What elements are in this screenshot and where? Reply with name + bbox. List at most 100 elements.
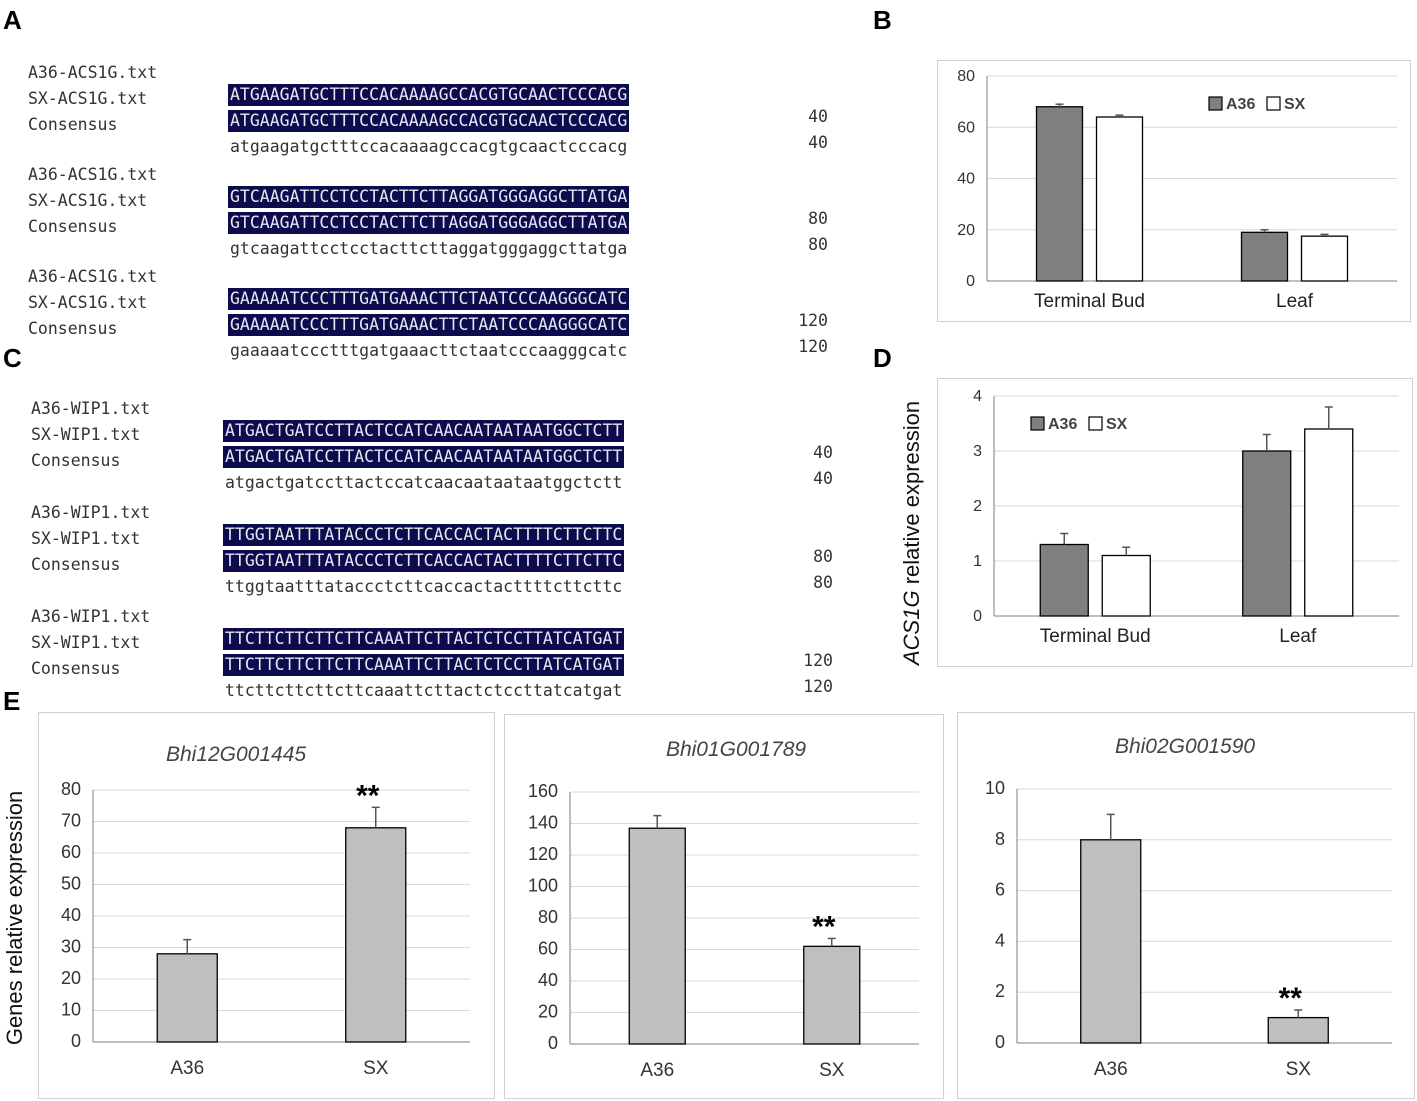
bar-sx bbox=[1095, 116, 1144, 282]
consensus-label: Consensus bbox=[28, 115, 118, 134]
y-tick-label: 120 bbox=[528, 844, 558, 864]
y-tick-label: 0 bbox=[966, 273, 975, 290]
sequence-name: SX-WIP1.txt bbox=[31, 633, 141, 652]
alignment-row: SX-ACS1G.txt ATGAAGATGCTTTCCACAAAAGCCACG… bbox=[28, 66, 828, 152]
y-tick-label: 30 bbox=[61, 937, 81, 957]
sequence: TTCTTCTTCTTCTTCAAATTCTTACTCTCCTTATCATGAT bbox=[223, 628, 625, 650]
sequence-position: 120 bbox=[803, 651, 833, 670]
sequence: ATGAAGATGCTTTCCACAAAAGCCACGTGCAACTCCCACG bbox=[228, 110, 630, 132]
sequence-position: 80 bbox=[813, 547, 833, 566]
y-tick-label: 4 bbox=[973, 388, 982, 405]
chart-title: Bhi02G001590 bbox=[1115, 735, 1255, 758]
alignment-row: A36-ACS1G.txt GAAAAATCCCTTTGATGAAACTTCTA… bbox=[28, 244, 828, 330]
y-tick-label: 4 bbox=[995, 930, 1005, 950]
chart-title: Bhi12G001445 bbox=[166, 743, 306, 766]
x-tick-label: SX bbox=[363, 1058, 389, 1079]
bar bbox=[628, 827, 686, 1045]
chart-panel-e2: Bhi01G001789 0 20 40 60 80 100 120 140 160 A36 ** SX bbox=[504, 714, 944, 1099]
panel-label-b: B bbox=[873, 5, 892, 35]
consensus-row: Consensus ttcttcttcttcttcaaattcttactctcc… bbox=[31, 636, 622, 700]
sequence-name: SX-WIP1.txt bbox=[31, 425, 141, 444]
legend-label: SX bbox=[1284, 96, 1306, 113]
consensus-label: Consensus bbox=[28, 217, 118, 236]
y-tick-label: 10 bbox=[985, 778, 1005, 798]
sequence-name: A36-WIP1.txt bbox=[31, 607, 151, 626]
x-tick-label: SX bbox=[1286, 1059, 1312, 1080]
x-tick-label: Terminal Bud bbox=[1034, 291, 1145, 312]
y-tick-label: 8 bbox=[995, 829, 1005, 849]
alignment-row: SX-WIP1.txt TTCTTCTTCTTCTTCAAATTCTTACTCT… bbox=[31, 610, 833, 696]
y-tick-label: 0 bbox=[995, 1032, 1005, 1052]
legend-swatch-sx bbox=[1088, 416, 1103, 431]
significance-marker: ** bbox=[356, 779, 380, 812]
bar-sx bbox=[1304, 428, 1354, 617]
consensus-sequence: ttggtaatttataccctcttcaccactacttttcttcttc bbox=[225, 577, 623, 596]
consensus-sequence: gaaaaatccctttgatgaaacttctaatcccaagggcatc bbox=[230, 341, 628, 360]
bar bbox=[156, 953, 218, 1043]
y-tick-label: 70 bbox=[61, 811, 81, 831]
y-tick-label: 0 bbox=[71, 1031, 81, 1051]
alignment-row: SX-WIP1.txt TTGGTAATTTATACCCTCTTCACCACTA… bbox=[31, 506, 833, 592]
y-tick-label: 140 bbox=[528, 813, 558, 833]
sequence-name: A36-ACS1G.txt bbox=[28, 267, 158, 286]
chart-frame bbox=[957, 712, 1415, 1099]
consensus-sequence: gtcaagattcctcctacttcttaggatgggaggcttatga bbox=[230, 239, 628, 258]
y-tick-label: 3 bbox=[973, 443, 982, 460]
sequence-position: 80 bbox=[808, 235, 828, 254]
alignment-row: SX-WIP1.txt ATGACTGATCCTTACTCCATCAACAATA… bbox=[31, 402, 833, 488]
y-tick-label: 20 bbox=[61, 968, 81, 988]
bar-a36 bbox=[1242, 450, 1292, 617]
sequence-name: A36-ACS1G.txt bbox=[28, 63, 158, 82]
x-tick-label: Leaf bbox=[1279, 626, 1317, 647]
x-tick-label: SX bbox=[819, 1060, 845, 1081]
sequence-position: 80 bbox=[813, 573, 833, 592]
y-tick-label: 20 bbox=[538, 1002, 558, 1022]
bar bbox=[1080, 839, 1142, 1044]
sequence-name: SX-ACS1G.txt bbox=[28, 89, 148, 108]
sequence: GTCAAGATTCCTCCTACTTCTTAGGATGGGAGGCTTATGA bbox=[228, 212, 630, 234]
sequence-name: SX-WIP1.txt bbox=[31, 529, 141, 548]
sequence: TTGGTAATTTATACCCTCTTCACCACTACTTTTCTTCTTC bbox=[223, 550, 625, 572]
consensus-label: Consensus bbox=[28, 319, 118, 338]
y-tick-label: 0 bbox=[548, 1033, 558, 1053]
bar-a36 bbox=[1039, 543, 1089, 617]
y-tick-label: 0 bbox=[973, 608, 982, 625]
alignment-acs1g: A36-ACS1G.txt ATGAAGATGCTTTCCACAAAAGCCAC… bbox=[28, 40, 848, 360]
y-tick-label: 50 bbox=[61, 874, 81, 894]
chart-panel-b: 0 20 40 60 80 Terminal Bud Leaf A36 SX bbox=[937, 60, 1411, 322]
consensus-label: Consensus bbox=[31, 451, 121, 470]
y-tick-label: 6 bbox=[995, 880, 1005, 900]
sequence-position: 40 bbox=[813, 469, 833, 488]
sequence-position: 40 bbox=[813, 443, 833, 462]
sequence-position: 120 bbox=[798, 311, 828, 330]
sequence: ATGACTGATCCTTACTCCATCAACAATAATAATGGCTCTT bbox=[223, 446, 625, 468]
sequence: GAAAAATCCCTTTGATGAAACTTCTAATCCCAAGGGCATC bbox=[228, 288, 630, 310]
y-tick-label: 60 bbox=[957, 119, 975, 136]
panel-label-c: C bbox=[3, 343, 22, 373]
legend-swatch-sx bbox=[1266, 96, 1281, 111]
y-tick-label: 40 bbox=[61, 905, 81, 925]
chart-panel-d: 0 1 2 3 4 Terminal Bud Leaf A36 SX ACS1G relative… bbox=[899, 378, 1413, 667]
sequence: TTGGTAATTTATACCCTCTTCACCACTACTTTTCTTCTTC bbox=[223, 524, 625, 546]
consensus-sequence: atgaagatgctttccacaaaagccacgtgcaactcccacg bbox=[230, 137, 628, 156]
x-tick-label: A36 bbox=[170, 1058, 204, 1079]
sequence-position: 120 bbox=[803, 677, 833, 696]
y-tick-label: 80 bbox=[61, 779, 81, 799]
chart-panel-e1: Bhi12G001445 0 10 20 30 40 50 60 70 80 A36 ** SX Gene… bbox=[2, 712, 495, 1099]
y-tick-label: 80 bbox=[957, 68, 975, 85]
sequence-name: SX-ACS1G.txt bbox=[28, 191, 148, 210]
alignment-row: SX-ACS1G.txt GAAAAATCCCTTTGATGAAACTTCTAA… bbox=[28, 270, 828, 356]
chart-title: Bhi01G001789 bbox=[666, 738, 806, 761]
bar-sx bbox=[1300, 235, 1349, 282]
consensus-row: Consensus gaaaaatccctttgatgaaacttctaatcc… bbox=[28, 296, 627, 360]
chart-frame bbox=[937, 60, 1411, 322]
y-tick-label: 10 bbox=[61, 1000, 81, 1020]
legend-label: SX bbox=[1106, 416, 1128, 433]
alignment-row: A36-WIP1.txt ATGACTGATCCTTACTCCATCAACAAT… bbox=[31, 376, 833, 462]
x-tick-label: Leaf bbox=[1276, 291, 1314, 312]
consensus-sequence: atgactgatccttactccatcaacaataataatggctctt bbox=[225, 473, 623, 492]
panel-label-e: E bbox=[3, 686, 21, 716]
sequence-name: A36-WIP1.txt bbox=[31, 503, 151, 522]
chart-frame bbox=[504, 714, 944, 1099]
sequence-position: 80 bbox=[808, 209, 828, 228]
